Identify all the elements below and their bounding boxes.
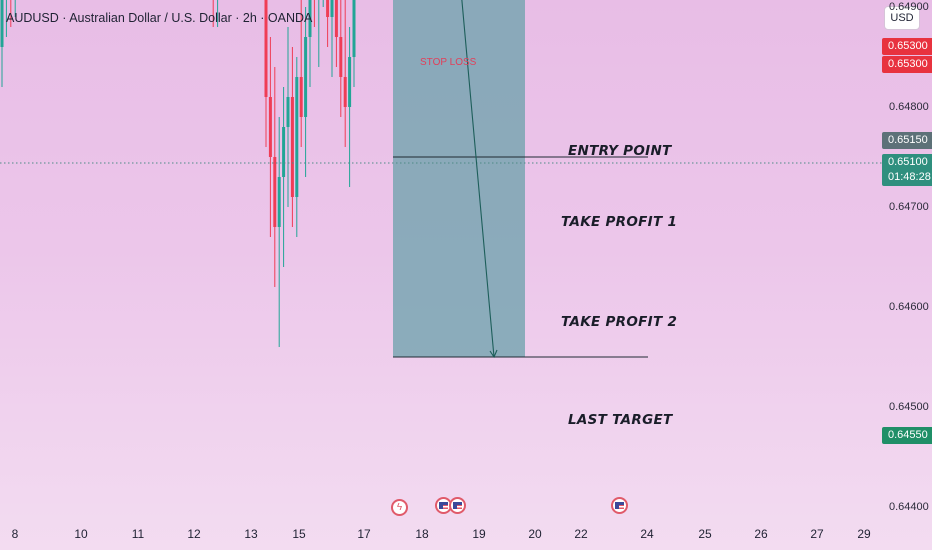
candle xyxy=(273,67,277,287)
candle xyxy=(286,27,290,207)
time-axis-label: 15 xyxy=(292,527,306,541)
flash-event-icon[interactable]: ϟ xyxy=(391,499,408,516)
candle-body xyxy=(290,97,294,197)
candle-body xyxy=(339,37,343,77)
entry-point-label: ENTRY POINT xyxy=(568,143,672,159)
candle xyxy=(217,0,219,27)
candle-body xyxy=(295,77,299,197)
candle xyxy=(5,0,7,37)
stop-loss-label: STOP LOSS xyxy=(420,57,477,68)
candle xyxy=(299,0,303,147)
candle xyxy=(304,7,308,177)
time-axis-label: 26 xyxy=(754,527,768,541)
current-price-tag: 0.65100 xyxy=(882,154,932,171)
candle-body xyxy=(334,0,338,37)
candle xyxy=(339,0,343,117)
candle-body xyxy=(326,0,330,17)
candle xyxy=(334,0,338,67)
candle-body xyxy=(277,177,281,227)
trade-overlays xyxy=(0,0,882,359)
time-axis-label: 24 xyxy=(640,527,654,541)
price-axis-label: 0.64400 xyxy=(889,501,929,513)
candle-body xyxy=(308,0,312,37)
time-axis-label: 18 xyxy=(415,527,429,541)
candle-body xyxy=(352,0,356,57)
candle xyxy=(295,57,299,237)
candle xyxy=(330,0,334,77)
time-axis-label: 22 xyxy=(574,527,588,541)
candle xyxy=(268,37,272,237)
resistance-price-tag-2: 0.65300 xyxy=(882,56,932,73)
candle-body xyxy=(264,0,268,97)
candle-body xyxy=(304,37,308,117)
time-axis-label: 20 xyxy=(528,527,542,541)
candle-body xyxy=(299,77,303,117)
candle xyxy=(326,0,330,47)
candle xyxy=(343,0,347,147)
candlestick-series xyxy=(0,0,356,347)
price-axis-label: 0.64500 xyxy=(889,401,929,413)
position-zones xyxy=(393,0,525,357)
price-axis-label: 0.64900 xyxy=(889,1,929,13)
last-target-label: LAST TARGET xyxy=(568,412,673,428)
target-zone xyxy=(393,0,525,357)
candle-body xyxy=(330,0,334,17)
time-axis-label: 29 xyxy=(857,527,871,541)
candle-body xyxy=(348,57,352,107)
us-flag-icon[interactable] xyxy=(449,497,466,514)
candle xyxy=(264,0,268,147)
candle-body xyxy=(286,97,290,127)
candle xyxy=(348,27,352,187)
candle xyxy=(322,0,324,7)
time-axis-label: 8 xyxy=(11,527,19,541)
candle-body xyxy=(273,157,277,227)
take-profit-1-label: TAKE PROFIT 1 xyxy=(561,214,678,230)
candle xyxy=(290,47,294,227)
symbol-title[interactable]: AUDUSD · Australian Dollar / U.S. Dollar… xyxy=(6,11,313,25)
time-axis-label: 12 xyxy=(187,527,201,541)
candle-body xyxy=(282,127,286,177)
time-axis-label: 25 xyxy=(698,527,712,541)
candle-body xyxy=(268,97,272,157)
projected-path-arrowhead xyxy=(489,349,498,359)
candle-body xyxy=(343,77,347,107)
candle xyxy=(318,0,320,67)
candle xyxy=(352,0,356,87)
projected-path xyxy=(461,0,495,358)
candle xyxy=(277,117,281,347)
candle xyxy=(14,0,16,17)
candle-body xyxy=(0,0,4,47)
time-axis-label: 17 xyxy=(357,527,371,541)
entry-price-tag: 0.65150 xyxy=(882,132,932,149)
time-axis-label: 19 xyxy=(472,527,486,541)
target-price-tag: 0.64550 xyxy=(882,427,932,444)
candle xyxy=(10,0,12,27)
candle xyxy=(313,0,315,27)
time-axis-label: 10 xyxy=(74,527,88,541)
time-axis-label: 11 xyxy=(131,527,145,541)
price-axis-label: 0.64800 xyxy=(889,101,929,113)
candle xyxy=(0,0,4,87)
time-axis-label: 27 xyxy=(810,527,824,541)
countdown-tag: 01:48:28 xyxy=(882,169,932,186)
take-profit-2-label: TAKE PROFIT 2 xyxy=(561,314,678,330)
candle xyxy=(282,87,286,267)
time-axis-label: 13 xyxy=(244,527,258,541)
candle xyxy=(308,0,312,87)
us-flag-icon[interactable] xyxy=(611,497,628,514)
price-axis-label: 0.64700 xyxy=(889,201,929,213)
resistance-price-tag: 0.65300 xyxy=(882,38,932,55)
currency-button[interactable]: USD xyxy=(884,6,920,30)
price-axis-label: 0.64600 xyxy=(889,301,929,313)
